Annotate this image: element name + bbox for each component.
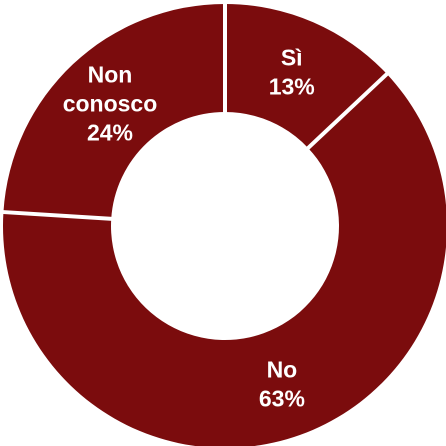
slice-label-non-conosco-line-2: conosco	[63, 91, 158, 117]
slice-label-si-line-1: Sì	[281, 44, 303, 70]
slice-label-non-conosco-line-3: 24%	[87, 120, 133, 146]
slice-non-conosco	[3, 4, 226, 219]
slice-label-no-line-2: 63%	[259, 386, 305, 412]
slice-no	[3, 74, 446, 446]
slice-separator-2	[306, 71, 390, 151]
slice-separator-3	[1, 209, 113, 221]
slice-label-si-line-2: 13%	[269, 73, 315, 99]
slice-label-no-line-1: No	[267, 357, 298, 383]
slice-label-non-conosco-line-1: Non	[88, 62, 133, 88]
labels-group: Sì 13% No 63% Non conosco 24%	[63, 44, 315, 411]
